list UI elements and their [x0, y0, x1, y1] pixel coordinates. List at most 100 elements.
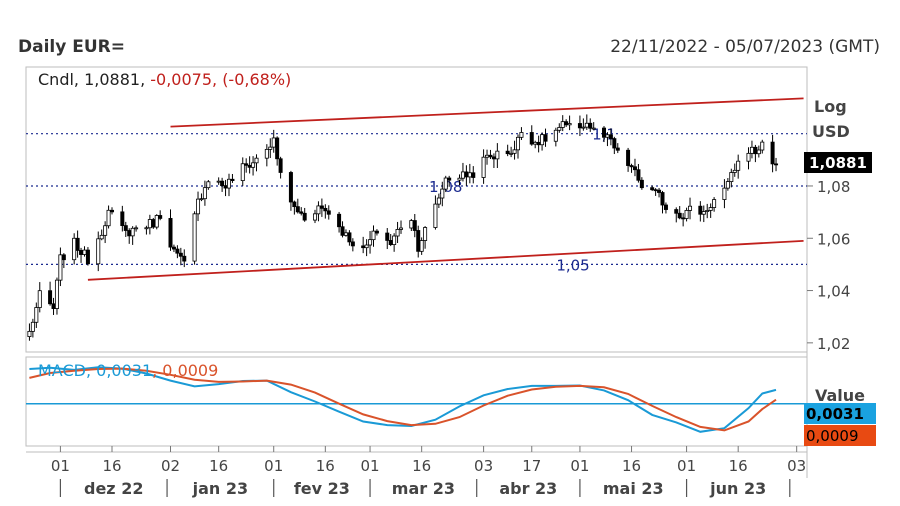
candle-body [581, 126, 586, 129]
signal-value-badge [804, 425, 876, 446]
y-tick-label: 1,02 [817, 335, 850, 353]
candle-body [557, 127, 562, 131]
candle-body [674, 209, 679, 214]
candle-body [529, 132, 534, 145]
x-tick-label: 16 [622, 457, 641, 475]
x-tick-label: 02 [161, 457, 180, 475]
candle-body [515, 136, 520, 151]
candle-body [688, 205, 693, 211]
x-tick-label: 16 [729, 457, 748, 475]
candle-body [278, 158, 283, 173]
candle-body [485, 154, 490, 158]
candle-body [663, 204, 668, 210]
candle-body [708, 207, 713, 211]
x-tick-label: 03 [474, 457, 493, 475]
candle-body [216, 180, 221, 183]
candle-body [247, 164, 252, 168]
candle-body [698, 205, 703, 215]
candle-body [103, 225, 108, 236]
signal-value-text: 0,0009 [806, 427, 859, 445]
y-axis-ticks: 1,02 1,04 1,06 1,08 [807, 178, 850, 353]
candle-body [223, 185, 228, 189]
candle-body [433, 203, 438, 228]
candle-body [134, 227, 139, 230]
candle-body [292, 201, 297, 208]
candle-body [543, 134, 548, 142]
last-value-text: 1,0881 [809, 154, 867, 172]
x-axis-ticks: 01 16 02 16 01 16 01 16 03 17 01 16 01 16 03 dez 22 jan … [51, 446, 806, 498]
candle-body [96, 238, 101, 265]
candle-body [681, 217, 686, 220]
candle-body [316, 205, 321, 215]
candle-body [491, 156, 496, 160]
candle-body [533, 141, 538, 145]
candle-body [313, 213, 318, 221]
candle-body [178, 252, 183, 257]
candle-body [653, 189, 658, 192]
candle-body [660, 192, 665, 206]
candle-body [364, 244, 369, 249]
x-tick-label: 16 [316, 457, 335, 475]
candle-body [471, 172, 476, 178]
x-tick-label: 16 [412, 457, 431, 475]
candle-body [495, 150, 500, 160]
y-tick-label: 1,08 [817, 178, 850, 196]
macd-scale-label: Value [815, 386, 865, 405]
candle-body [388, 240, 393, 246]
x-tick-label: 01 [677, 457, 696, 475]
y-tick-label: 1,06 [817, 230, 850, 248]
candle-body [760, 141, 765, 151]
candle-body [440, 188, 445, 199]
candle-body [154, 215, 159, 228]
macd-value-text: 0,0031 [806, 405, 864, 423]
candle-body [612, 138, 617, 149]
scale-usd-label: USD [812, 122, 850, 141]
candle-body [519, 132, 524, 138]
x-tick-label: 01 [361, 457, 380, 475]
candle-body [657, 189, 662, 193]
candle-body [419, 240, 424, 252]
candle-body [560, 121, 565, 128]
candle-body [79, 250, 84, 255]
candle-body [254, 157, 259, 164]
channel-line [87, 239, 804, 281]
candle-body [175, 248, 180, 254]
month-label: mai 23 [603, 479, 664, 498]
x-tick-label: 03 [787, 457, 806, 475]
candle-body [577, 123, 582, 129]
candle-body [244, 163, 249, 166]
candle-body [61, 254, 66, 261]
candle-body [460, 171, 465, 179]
candle-body [82, 249, 87, 255]
candle-body [350, 241, 355, 247]
x-tick-label: 01 [51, 457, 70, 475]
month-label: jun 23 [709, 479, 766, 498]
candle-body [171, 246, 176, 250]
signal-line [29, 367, 777, 432]
candle-body [340, 226, 345, 236]
candle-body [591, 127, 596, 130]
candle-body [509, 152, 514, 155]
candle-body [409, 220, 414, 229]
candle-body [584, 122, 589, 128]
reference-lines: 1,11,081,05 [26, 126, 807, 274]
month-label: jan 23 [192, 479, 249, 498]
candle-body [443, 177, 448, 190]
candle-body [302, 212, 307, 221]
candle-body [268, 146, 273, 150]
candle-body [505, 150, 510, 155]
candle-body [615, 147, 620, 151]
candle-body [75, 237, 80, 251]
x-tick-label: 01 [570, 457, 589, 475]
candle-body [464, 171, 469, 178]
candle-body [588, 122, 593, 129]
candle-body [127, 230, 132, 237]
candle-body [729, 172, 734, 183]
candle-body [608, 134, 613, 140]
candle-body [337, 213, 342, 228]
candle-body [632, 166, 637, 171]
macd-legend: MACD, 0,0031, 0,0009 [38, 361, 218, 380]
candle-body [467, 172, 472, 178]
candle-body [756, 149, 761, 155]
